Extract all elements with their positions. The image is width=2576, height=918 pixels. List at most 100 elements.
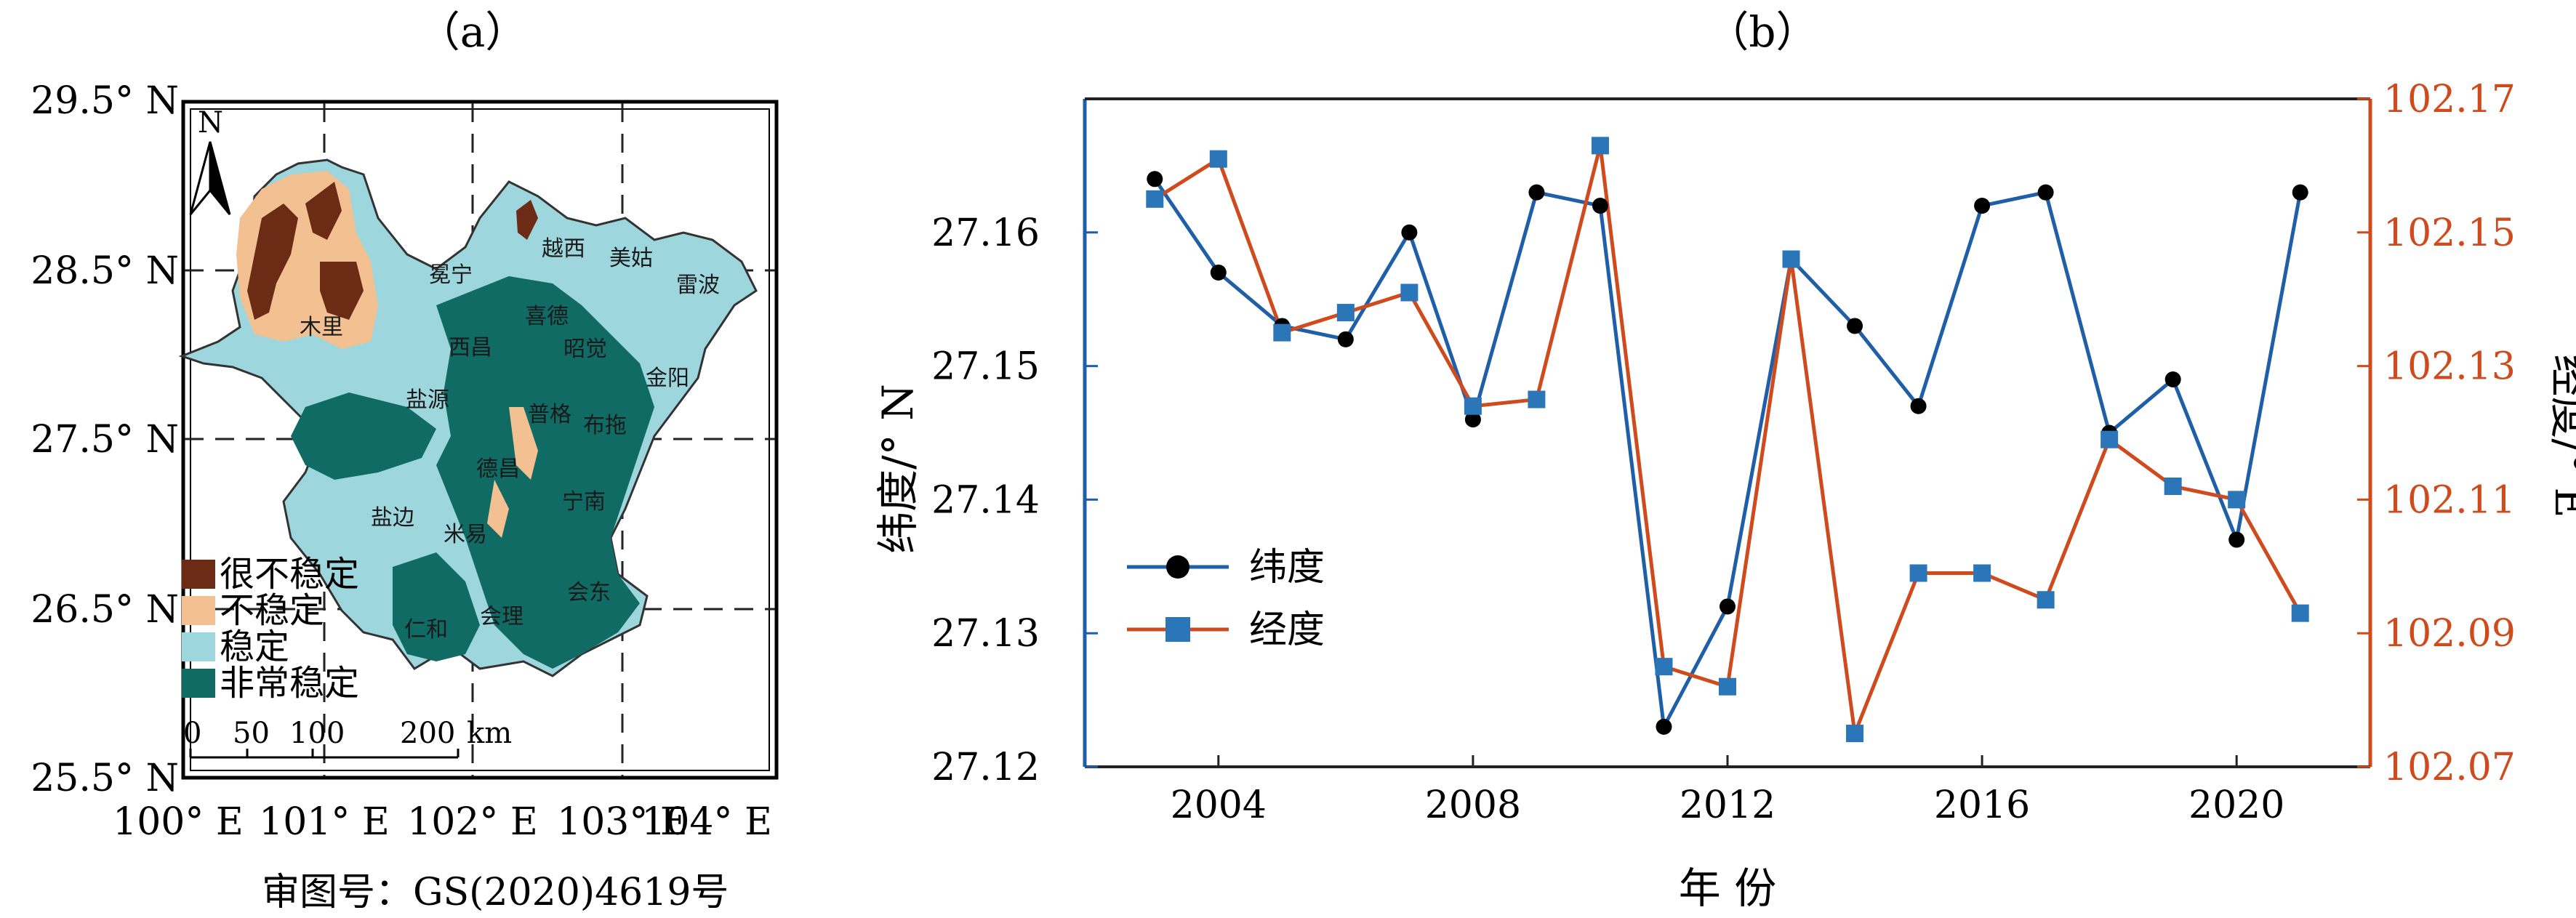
latitude-point bbox=[2037, 184, 2054, 201]
legend-swatch-very-stable bbox=[182, 669, 215, 698]
latitude-point bbox=[1720, 598, 1736, 615]
label-mianning: 冕宁 bbox=[429, 262, 473, 288]
left-y-tick-label: 27.14 bbox=[931, 478, 1040, 522]
series-markers bbox=[1146, 137, 2309, 743]
legend-swatch-unstable bbox=[182, 596, 215, 625]
latitude-point bbox=[1974, 198, 1991, 214]
label-jinyang: 金阳 bbox=[646, 366, 689, 391]
region-very-stable-south bbox=[393, 552, 480, 661]
longitude-point bbox=[1719, 677, 1736, 696]
right-y-tick-label: 102.11 bbox=[2383, 478, 2516, 522]
label-yanbian: 盐边 bbox=[371, 505, 414, 531]
legend-label-very-stable: 非常稳定 bbox=[220, 663, 359, 704]
region-unstable-strip bbox=[487, 407, 538, 538]
right-y-tick-label: 102.13 bbox=[2383, 345, 2516, 389]
legend-swatch-stable bbox=[182, 632, 215, 661]
panel-b-title: （b） bbox=[1706, 7, 1818, 57]
north-arrow: N bbox=[189, 106, 231, 215]
legend-label-very-unstable: 很不稳定 bbox=[220, 554, 359, 595]
label-butuo: 布拖 bbox=[583, 413, 627, 438]
chart-legend: 纬度 经度 bbox=[1127, 546, 1325, 652]
map-xtick-103: 103° E bbox=[557, 800, 688, 844]
label-dechang: 德昌 bbox=[476, 456, 520, 482]
label-muli: 木里 bbox=[300, 315, 343, 340]
label-leibo: 雷波 bbox=[676, 273, 720, 298]
latitude-point bbox=[1337, 331, 1354, 347]
map-xtick-102: 102° E bbox=[407, 800, 538, 844]
scale-bar: 0 50 100 200 km bbox=[183, 717, 512, 759]
longitude-point bbox=[2037, 591, 2055, 609]
map-xtick-101: 101° E bbox=[259, 800, 390, 844]
right-y-ticks: 102.07 102.09 102.11 102.13 102.15 102.17 bbox=[2357, 78, 2516, 789]
county-labels: 冕宁 越西 美姑 雷波 木里 喜德 昭觉 金阳 西昌 盐源 普格 布拖 德昌 宁… bbox=[300, 236, 720, 643]
latitude-point bbox=[1401, 224, 1418, 241]
left-y-ticks: 27.12 27.13 27.14 27.15 27.16 bbox=[931, 212, 1098, 789]
longitude-point bbox=[2100, 430, 2119, 448]
longitude-point bbox=[1400, 283, 1419, 302]
scale-tick-50: 50 bbox=[233, 717, 270, 750]
region-map bbox=[178, 158, 758, 677]
x-ticks: 2004 2008 2012 2016 2020 bbox=[1171, 755, 2284, 827]
longitude-point bbox=[1336, 304, 1355, 322]
label-xide: 喜德 bbox=[525, 304, 569, 329]
label-puge: 普格 bbox=[528, 402, 571, 427]
map-y-ticks: 29.5° N 28.5° N 27.5° N 26.5° N 25.5° N bbox=[31, 79, 179, 800]
label-ningnan: 宁南 bbox=[562, 489, 606, 515]
right-y-tick-label: 102.17 bbox=[2383, 78, 2516, 121]
longitude-point bbox=[1846, 725, 1864, 743]
left-y-tick-label: 27.16 bbox=[931, 212, 1040, 255]
label-miyi: 米易 bbox=[444, 522, 487, 547]
latitude-point bbox=[2164, 371, 2181, 387]
panel-b-chart: （b） 2004 2008 2012 2016 2020 27.12 27.13 27.14… bbox=[873, 7, 2576, 913]
panel-a-title: （a） bbox=[418, 7, 528, 57]
label-huidong: 会东 bbox=[567, 580, 611, 605]
longitude-point bbox=[1464, 397, 1482, 415]
legend-swatch-very-unstable bbox=[182, 560, 215, 589]
latitude-point bbox=[1910, 398, 1927, 414]
label-renhe: 仁和 bbox=[404, 617, 448, 643]
map-legend: 很不稳定 不稳定 稳定 非常稳定 bbox=[182, 554, 359, 704]
legend-marker-longitude bbox=[1165, 617, 1190, 642]
latitude-point bbox=[1847, 318, 1863, 334]
longitude-point bbox=[1655, 658, 1673, 676]
map-ytick-25-5: 25.5° N bbox=[31, 757, 179, 800]
label-meigu: 美姑 bbox=[609, 246, 653, 271]
latitude-point bbox=[2292, 184, 2308, 201]
x-tick-label: 2016 bbox=[1934, 784, 2030, 827]
longitude-point bbox=[1528, 390, 1546, 408]
legend-label-longitude: 经度 bbox=[1249, 608, 1325, 652]
region-very-unstable-north bbox=[247, 182, 364, 320]
scale-tick-200: 200 bbox=[400, 717, 455, 750]
right-y-tick-label: 102.15 bbox=[2383, 212, 2516, 255]
map-ytick-26-5: 26.5° N bbox=[31, 588, 179, 632]
map-ytick-29-5: 29.5° N bbox=[31, 79, 179, 123]
longitude-point bbox=[1591, 137, 1609, 155]
x-tick-label: 2008 bbox=[1425, 784, 1521, 827]
legend-label-latitude: 纬度 bbox=[1249, 546, 1325, 589]
scale-tick-0: 0 bbox=[183, 717, 201, 750]
north-label: N bbox=[198, 106, 223, 140]
label-zhaojue: 昭觉 bbox=[563, 337, 607, 362]
north-arrow-icon-dark bbox=[209, 141, 231, 215]
left-y-tick-label: 27.12 bbox=[931, 746, 1040, 789]
x-axis-title: 年 份 bbox=[1679, 863, 1776, 913]
map-ytick-27-5: 27.5° N bbox=[31, 418, 179, 462]
region-very-stable-west bbox=[291, 392, 436, 480]
longitude-point bbox=[1209, 150, 1227, 168]
label-yuexi: 越西 bbox=[542, 236, 585, 262]
x-tick-label: 2004 bbox=[1171, 784, 1267, 827]
right-axis-title: 经度/° E bbox=[2545, 354, 2576, 518]
latitude-point bbox=[1210, 264, 1227, 281]
region-very-unstable-ne bbox=[516, 200, 538, 240]
longitude-point bbox=[1909, 564, 1927, 582]
approval-number: 审图号：GS(2020)4619号 bbox=[262, 871, 729, 914]
right-y-tick-label: 102.07 bbox=[2383, 746, 2516, 789]
map-xtick-100: 100° E bbox=[113, 800, 244, 844]
map-ytick-28-5: 28.5° N bbox=[31, 249, 179, 293]
longitude-point bbox=[1146, 190, 1164, 208]
panel-a: （a） 冕宁 越西 美姑 雷波 bbox=[31, 7, 779, 914]
series-line-1 bbox=[1153, 143, 2302, 736]
latitude-point bbox=[1528, 184, 1545, 201]
scale-unit: km bbox=[467, 717, 512, 750]
